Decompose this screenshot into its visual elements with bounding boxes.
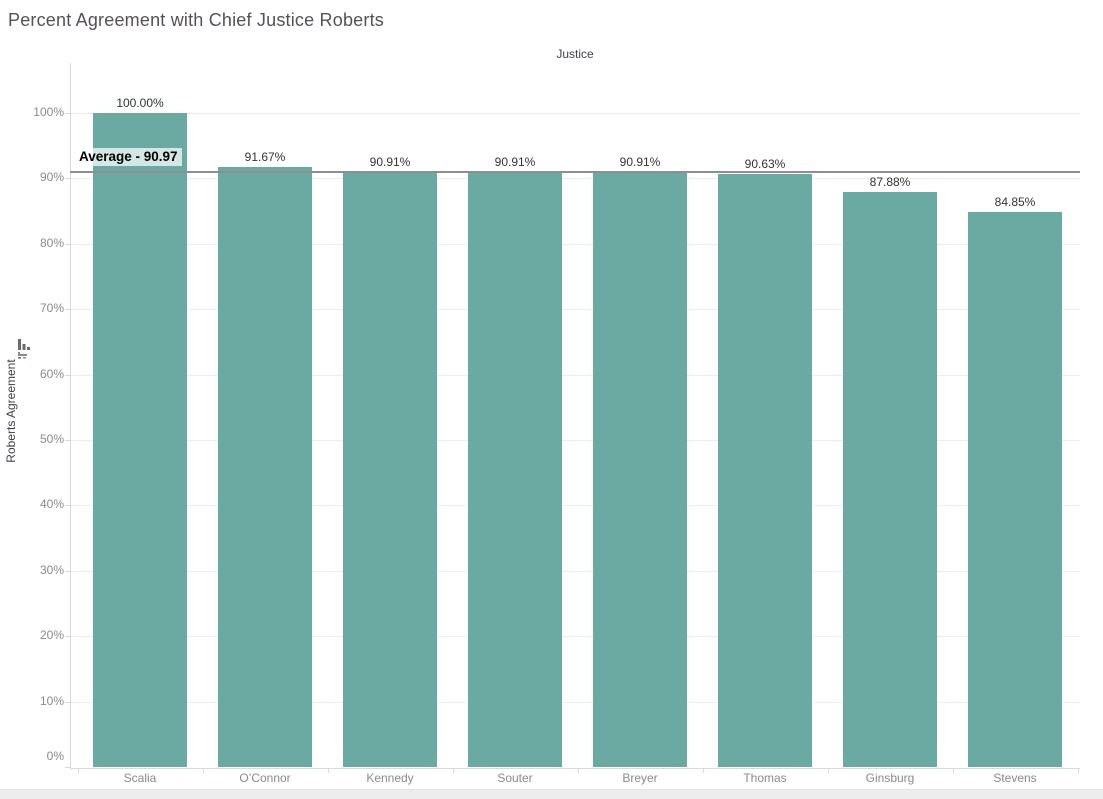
y-axis-tick <box>65 309 70 311</box>
y-axis-tick-label: 90% <box>39 170 64 185</box>
y-axis-tick-label: 70% <box>39 301 64 316</box>
bar-value-label: 90.91% <box>494 155 536 170</box>
x-axis-tick <box>577 768 579 773</box>
bar-oconnor[interactable] <box>218 167 312 767</box>
bar-value-label: 90.91% <box>619 155 661 170</box>
x-category-label[interactable]: O’Connor <box>239 771 291 785</box>
x-axis-tick <box>952 768 954 773</box>
y-axis-tick <box>65 767 70 768</box>
y-axis-tick-label: 0% <box>46 749 64 763</box>
x-category-label[interactable]: Stevens <box>993 771 1037 785</box>
x-axis-line <box>70 768 1080 769</box>
sort-descending-icon[interactable] <box>15 335 31 359</box>
y-axis-tick-label: 30% <box>39 562 64 577</box>
y-axis-tick-label: 60% <box>39 366 64 381</box>
x-category-label[interactable]: Souter <box>497 771 533 785</box>
x-axis-tick <box>77 768 79 773</box>
x-category-label[interactable]: Ginsburg <box>865 771 915 785</box>
y-axis-tick-label: 100% <box>33 105 64 119</box>
average-reference-line <box>70 171 1080 174</box>
x-axis-tick <box>827 768 829 773</box>
y-axis-tick <box>65 243 70 245</box>
y-axis-tick <box>65 505 70 507</box>
x-axis-tick <box>202 768 204 773</box>
bar-value-label: 84.85% <box>994 195 1036 210</box>
bar-souter[interactable] <box>468 172 562 767</box>
bar-stevens[interactable] <box>968 212 1062 767</box>
y-gridline <box>71 440 1080 441</box>
y-axis-tick <box>65 440 70 441</box>
bar-kennedy[interactable] <box>343 172 437 767</box>
x-category-label[interactable]: Scalia <box>123 771 157 785</box>
bar-ginsburg[interactable] <box>843 192 937 767</box>
y-axis-tick-label: 20% <box>39 628 64 643</box>
x-category-label[interactable]: Breyer <box>622 771 658 785</box>
y-axis-tick <box>65 113 70 114</box>
column-field-header: Justice <box>556 47 594 61</box>
average-reference-line-label: Average - 90.97 <box>77 148 182 166</box>
bar-breyer[interactable] <box>593 172 687 767</box>
bar-scalia[interactable] <box>93 113 187 767</box>
y-axis-tick-label: 80% <box>39 235 64 250</box>
x-axis-tick <box>702 768 704 773</box>
y-axis-tick <box>65 570 70 572</box>
y-gridline <box>71 113 1080 114</box>
y-gridline <box>71 570 1080 572</box>
y-gridline <box>71 701 1080 703</box>
y-axis-tick <box>65 701 70 703</box>
y-axis-tick <box>65 374 70 376</box>
y-axis-tick <box>65 636 70 638</box>
y-gridline <box>71 505 1080 507</box>
bar-thomas[interactable] <box>718 174 812 767</box>
bar-value-label: 90.91% <box>369 155 411 170</box>
x-axis-tick <box>1077 768 1079 773</box>
y-axis-tick-label: 50% <box>39 432 64 446</box>
y-axis-tick-label: 10% <box>39 693 64 708</box>
y-axis-tick-label: 40% <box>39 497 64 512</box>
bar-value-label: 100.00% <box>116 96 164 110</box>
x-category-label[interactable]: Kennedy <box>366 771 414 785</box>
y-gridline <box>71 178 1080 180</box>
x-axis-tick <box>327 768 329 773</box>
bar-value-label: 87.88% <box>869 175 911 190</box>
y-gridline <box>71 309 1080 311</box>
y-axis-line <box>70 63 71 768</box>
chart-title: Percent Agreement with Chief Justice Rob… <box>8 10 384 30</box>
y-axis-tick <box>65 178 70 180</box>
bar-value-label: 90.63% <box>744 157 786 172</box>
x-category-label[interactable]: Thomas <box>743 771 787 785</box>
x-axis-tick <box>452 768 454 773</box>
y-gridline <box>71 374 1080 376</box>
y-gridline <box>71 243 1080 245</box>
horizontal-scrollbar-track[interactable] <box>0 789 1103 799</box>
y-gridline <box>71 636 1080 638</box>
bar-value-label: 91.67% <box>244 150 286 165</box>
